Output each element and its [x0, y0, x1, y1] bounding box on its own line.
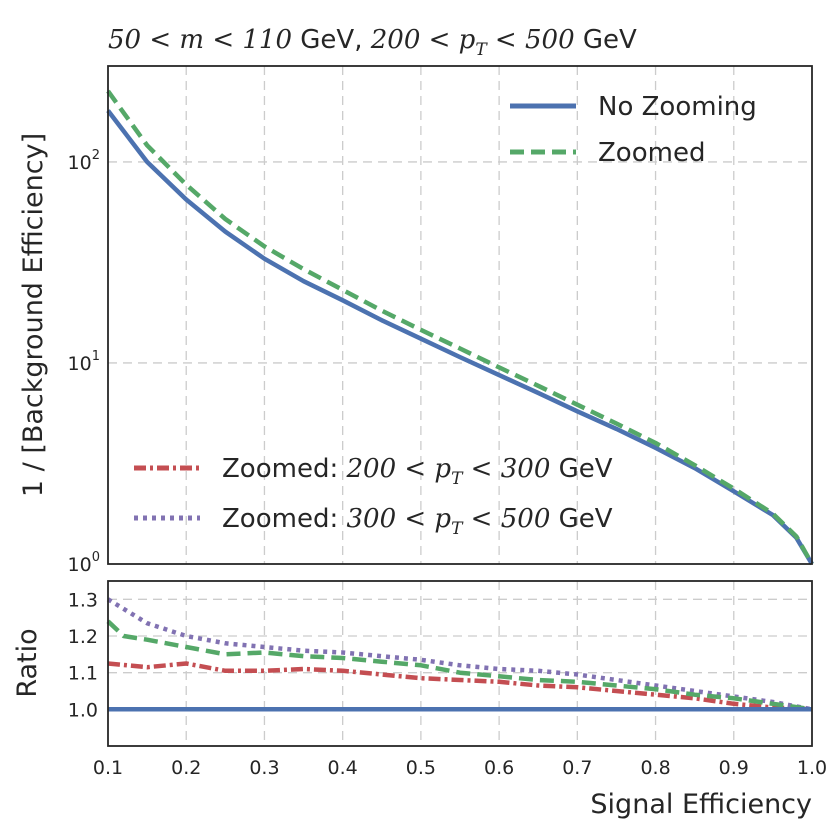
xtick-label-0.1: 0.1: [93, 757, 123, 779]
xtick-label-0.8: 0.8: [640, 757, 670, 779]
bottom-series-zoomed: [106, 619, 813, 712]
xtick-label-0.9: 0.9: [719, 757, 749, 779]
top-ytick-label-100: 102: [68, 148, 100, 174]
top-y-axis-title: 1 / [Background Efficiency]: [18, 133, 49, 497]
bottom-y-ticks: 1.0 1.1 1.2 1.3: [68, 589, 98, 721]
bottom-series-zoomed-200-p-t-300-gev: [107, 661, 813, 712]
legend-sub: Zoomed: 200 < pT < 300 GeV Zoomed: 300 <…: [134, 454, 613, 539]
top-ytick-label-1: 100: [68, 550, 100, 576]
legend-label-zoomed-200-300: Zoomed: 200 < pT < 300 GeV: [222, 454, 613, 489]
top-ytick-label-10: 101: [68, 349, 100, 375]
bottom-plot-frame: [107, 580, 813, 747]
top-series-no-zooming: [106, 109, 814, 566]
legend-main: No Zooming Zoomed: [510, 92, 757, 168]
top-plot-frame: [107, 65, 813, 565]
bottom-ytick-label-1.0: 1.0: [68, 699, 98, 721]
bottom-ytick-label-1.2: 1.2: [68, 626, 98, 648]
xtick-label-0.7: 0.7: [562, 757, 592, 779]
bottom-y-axis-title: Ratio: [12, 628, 43, 697]
bottom-ytick-label-1.3: 1.3: [68, 589, 98, 611]
top-grid: [108, 66, 812, 564]
xtick-label-0.4: 0.4: [328, 757, 358, 779]
xtick-label-0.3: 0.3: [249, 757, 279, 779]
bottom-x-ticks: 0.1 0.2 0.3 0.4 0.5 0.6 0.7 0.8 0.9 1.0: [93, 757, 827, 779]
xtick-label-0.6: 0.6: [484, 757, 514, 779]
xtick-label-0.2: 0.2: [171, 757, 201, 779]
bottom-lines: [106, 597, 813, 712]
bottom-panel: 1.0 1.1 1.2 1.3 0.1 0.2 0.3 0.4 0.5 0.6 0.7 0.8 0.9…: [12, 580, 827, 820]
xtick-label-0.5: 0.5: [406, 757, 436, 779]
legend-label-no-zooming: No Zooming: [598, 92, 757, 122]
bottom-series-zoomed-300-p-t-500-gev: [106, 597, 813, 712]
top-y-ticks: 100 101 102: [68, 148, 100, 576]
top-panel: 100 101 102 1 / [Background Efficiency] No…: [18, 65, 814, 576]
chart-title: 50 < m < 110 GeV, 200 < pT < 500 GeV: [108, 25, 637, 60]
xtick-label-1.0: 1.0: [797, 757, 827, 779]
legend-label-zoomed: Zoomed: [598, 138, 705, 168]
top-lines: [106, 89, 814, 566]
top-series-zoomed: [106, 89, 814, 566]
bottom-ytick-label-1.1: 1.1: [68, 663, 98, 685]
x-axis-title: Signal Efficiency: [590, 789, 812, 820]
legend-label-zoomed-300-500: Zoomed: 300 < pT < 500 GeV: [222, 504, 613, 539]
